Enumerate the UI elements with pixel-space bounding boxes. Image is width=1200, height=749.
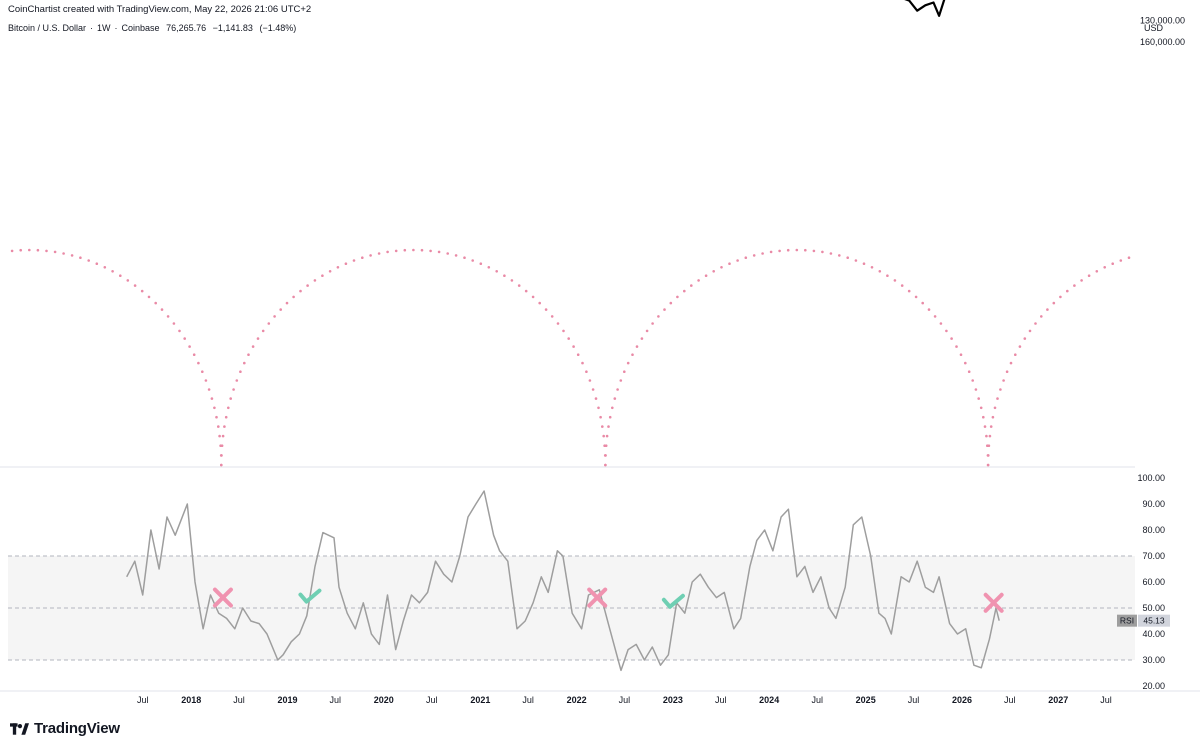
price-change: −1,141.83 <box>212 23 253 33</box>
cycle-arcs <box>10 248 1131 467</box>
time-tick-label: Jul <box>1100 695 1112 705</box>
rsi-cross-0 <box>212 587 233 608</box>
time-tick-label: 2023 <box>663 695 683 705</box>
symbol-interval: 1W <box>97 23 111 33</box>
time-tick-label: Jul <box>137 695 149 705</box>
time-tick-label: Jul <box>715 695 727 705</box>
time-tick-label: 2018 <box>181 695 201 705</box>
time-tick-label: Jul <box>330 695 342 705</box>
cycle-arc-0 <box>10 248 223 467</box>
last-price: 76,265.76 <box>166 23 207 33</box>
time-tick-label: 2027 <box>1048 695 1068 705</box>
time-tick-label: 2024 <box>759 695 779 705</box>
price-tick-label: 160,000.00 <box>1140 37 1185 47</box>
time-tick-label: Jul <box>426 695 438 705</box>
rsi-tick-label: 40.00 <box>1142 629 1165 639</box>
time-tick-label: Jul <box>1004 695 1016 705</box>
price-axis-currency: USD <box>1144 23 1164 33</box>
rsi-line <box>126 490 1000 672</box>
rsi-value-tag: RSI 45.13 <box>1117 614 1170 627</box>
symbol-exchange: Coinbase <box>121 23 160 33</box>
rsi-cross-2 <box>983 592 1004 613</box>
cycle-arc-2 <box>604 248 990 467</box>
rsi-tick-label: 50.00 <box>1142 603 1165 613</box>
time-tick-label: Jul <box>233 695 245 705</box>
price-change-pct: (−1.48%) <box>259 23 297 33</box>
cycle-arc-1 <box>220 248 607 467</box>
rsi-check-0 <box>298 588 322 604</box>
rsi-tick-label: 20.00 <box>1142 681 1165 691</box>
rsi-tag-label: RSI <box>1120 616 1134 626</box>
price-tick-label: 130,000.00 <box>1140 16 1185 26</box>
symbol-legend[interactable]: Bitcoin / U.S. Dollar · 1W · Coinbase 76,265… <box>8 23 297 33</box>
rsi-tick-label: 90.00 <box>1142 499 1165 509</box>
time-tick-label: Jul <box>811 695 823 705</box>
rsi-tick-label: 60.00 <box>1142 577 1165 587</box>
rsi-tick-label: 100.00 <box>1137 473 1165 483</box>
time-tick-label: 2021 <box>470 695 490 705</box>
rsi-check-1 <box>661 593 685 609</box>
time-tick-label: 2026 <box>952 695 972 705</box>
time-tick-label: 2019 <box>277 695 297 705</box>
time-tick-label: Jul <box>908 695 920 705</box>
time-tick-label: 2025 <box>856 695 876 705</box>
tradingview-logo-text: TradingView <box>34 720 120 737</box>
rsi-tick-label: 70.00 <box>1142 551 1165 561</box>
symbol-name: Bitcoin / U.S. Dollar <box>8 23 87 33</box>
rsi-tick-label: 80.00 <box>1142 525 1165 535</box>
time-tick-label: Jul <box>619 695 631 705</box>
rsi-tick-label: 30.00 <box>1142 655 1165 665</box>
cycle-arc-3 <box>986 256 1131 467</box>
tradingview-logo: TradingView <box>10 720 120 737</box>
rsi-cross-1 <box>587 587 608 608</box>
time-tick-label: 2020 <box>374 695 394 705</box>
tradingview-logo-icon <box>10 722 29 735</box>
time-tick-label: Jul <box>522 695 534 705</box>
chart-credit: CoinChartist created with TradingView.co… <box>8 4 312 15</box>
price-line <box>904 0 946 17</box>
rsi-tag-value: 45.13 <box>1143 616 1165 626</box>
time-tick-label: 2022 <box>567 695 587 705</box>
